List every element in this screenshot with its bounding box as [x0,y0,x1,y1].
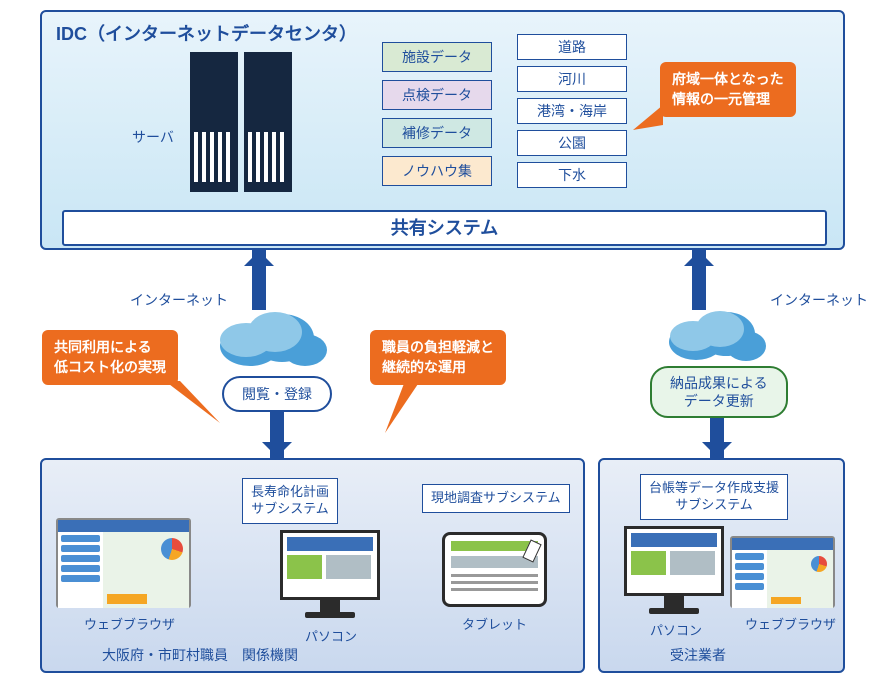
callout-cost: 共同利用による 低コスト化の実現 [42,330,178,385]
browser-label: ウェブブラウザ [745,614,836,633]
browser-icon [56,518,191,608]
category-box: 下水 [517,162,627,188]
data-type-box: ノウハウ集 [382,156,492,186]
tablet-label: タブレット [462,614,527,633]
staff-panel: 大阪府・市町村職員 関係機関 ウェブブラウザ 長寿命化計画 サブシステム パソコ… [40,458,585,673]
browser-label: ウェブブラウザ [84,614,175,633]
server-label: サーバ [132,127,174,147]
pc-label: パソコン [305,626,357,645]
server-icon [182,52,302,197]
action-delivery-update: 納品成果による データ更新 [650,366,788,418]
contractor-panel: 受注業者 台帳等データ作成支援 サブシステム パソコン ウェブブラウザ [598,458,845,673]
pc-icon [280,530,380,618]
subsystem-longevity-box: 長寿命化計画 サブシステム [242,478,338,524]
idc-panel: IDC（インターネットデータセンタ） サーバ 施設データ点検データ補修データノウ… [40,10,845,250]
callout-burden: 職員の負担軽減と 継続的な運用 [370,330,506,385]
idc-title: IDC（インターネットデータセンタ） [56,20,357,46]
data-type-box: 施設データ [382,42,492,72]
callout-tail-icon [160,378,230,433]
internet-label-right: インターネット [770,290,868,310]
category-box: 公園 [517,130,627,156]
category-box: 港湾・海岸 [517,98,627,124]
cloud-icon-right [660,298,770,368]
category-box: 道路 [517,34,627,60]
staff-panel-title: 大阪府・市町村職員 関係機関 [102,645,298,665]
data-type-box: 補修データ [382,118,492,148]
contractor-panel-title: 受注業者 [670,645,726,665]
data-type-box: 点検データ [382,80,492,110]
pc-icon [624,526,724,614]
browser-icon [730,536,835,608]
callout-idc: 府域一体となった 情報の一元管理 [660,62,796,117]
action-browse-register: 閲覧・登録 [222,376,332,412]
category-box: 河川 [517,66,627,92]
subsystem-survey-box: 現地調査サブシステム [422,484,570,513]
pc-label: パソコン [650,620,702,639]
callout-tail-icon [380,378,430,438]
callout-tail-icon [628,100,668,140]
tablet-icon [442,532,547,607]
subsystem-ledger-box: 台帳等データ作成支援 サブシステム [640,474,788,520]
cloud-icon-left [210,298,330,373]
